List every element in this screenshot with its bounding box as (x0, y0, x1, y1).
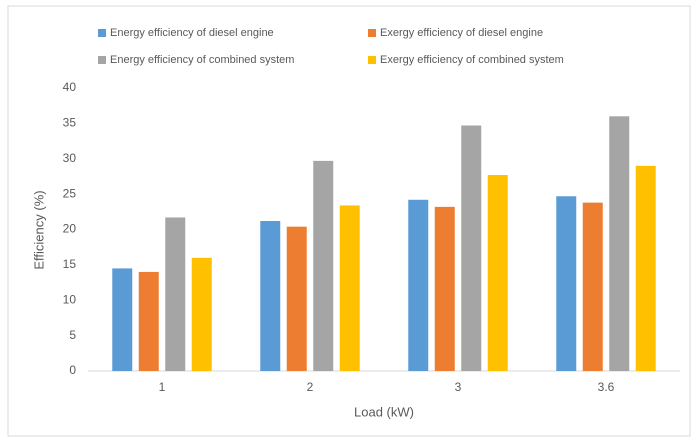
x-tick-label: 3.6 (598, 380, 615, 394)
y-tick-label: 0 (69, 363, 76, 377)
y-tick-label: 40 (63, 80, 77, 94)
legend-label: Exergy efficiency of diesel engine (380, 27, 543, 39)
y-tick-label: 15 (63, 257, 77, 271)
x-tick-label: 3 (455, 380, 462, 394)
x-tick-label: 1 (159, 380, 166, 394)
bar (165, 217, 186, 371)
y-tick-label: 25 (63, 186, 77, 200)
bar (635, 165, 656, 371)
bar (286, 226, 307, 371)
y-tick-label: 10 (63, 292, 77, 306)
legend-label: Exergy efficiency of combined system (380, 54, 564, 66)
bar (408, 199, 429, 371)
bar (556, 196, 577, 371)
bar (461, 125, 482, 371)
legend-swatch (368, 29, 376, 37)
x-tick-label: 2 (307, 380, 314, 394)
bar (487, 175, 508, 371)
y-axis-title: Efficiency (%) (31, 190, 46, 269)
y-tick-label: 5 (69, 328, 76, 342)
x-axis-title: Load (kW) (354, 404, 414, 419)
bar (313, 160, 334, 371)
y-tick-label: 35 (63, 116, 77, 130)
legend-swatch (98, 29, 106, 37)
bar (112, 268, 133, 371)
bar (191, 257, 212, 371)
legend-swatch (368, 56, 376, 64)
bar (339, 205, 360, 371)
legend-swatch (98, 56, 106, 64)
bar (260, 221, 281, 371)
y-tick-label: 30 (63, 151, 77, 165)
bar (609, 116, 630, 371)
bar (138, 271, 159, 371)
y-tick-label: 20 (63, 222, 77, 236)
bar (434, 206, 455, 371)
bar (582, 202, 603, 371)
legend-label: Energy efficiency of diesel engine (110, 27, 274, 39)
legend-label: Energy efficiency of combined system (110, 54, 294, 66)
